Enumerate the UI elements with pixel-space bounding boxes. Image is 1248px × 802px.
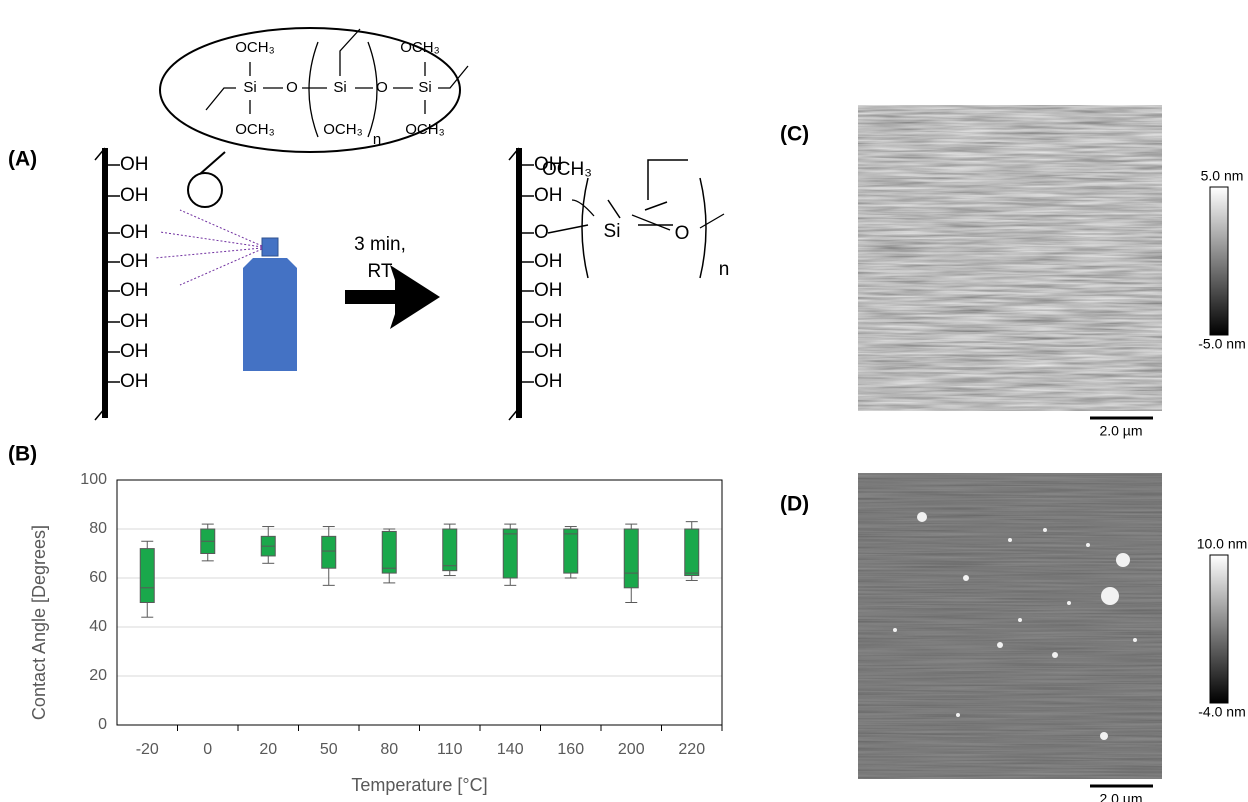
x-tick-label: 220 — [678, 741, 705, 758]
label: OCH₃ — [400, 39, 439, 56]
label: RT — [368, 261, 393, 282]
label: OCH₃ — [542, 159, 592, 180]
label: OH — [120, 341, 149, 362]
y-axis-title: Contact Angle [Degrees] — [29, 525, 49, 720]
panel-label: (D) — [780, 493, 809, 516]
x-tick-label: 0 — [203, 741, 212, 758]
colorbar-max: 10.0 nm — [1197, 536, 1248, 552]
y-tick-label: 100 — [80, 471, 107, 488]
label: O — [675, 223, 690, 244]
label: Si — [604, 221, 621, 242]
label: O — [534, 222, 549, 243]
label: OH — [534, 341, 563, 362]
label: OH — [534, 154, 563, 175]
particle — [1052, 652, 1058, 658]
label: Si — [333, 79, 346, 96]
particle — [1018, 618, 1022, 622]
y-tick-label: 60 — [89, 569, 107, 586]
panel-label: (C) — [780, 123, 809, 146]
particle — [1101, 587, 1119, 605]
y-tick-label: 0 — [98, 716, 107, 733]
scheme-graphics — [94, 27, 725, 421]
particle — [963, 575, 969, 581]
scale-bar-label: 2.0 µm — [1099, 423, 1142, 439]
box — [442, 528, 458, 572]
label: O — [376, 79, 388, 96]
y-tick-label: 40 — [89, 618, 107, 635]
spray-bottle — [154, 209, 297, 371]
box — [321, 535, 337, 569]
particle — [956, 713, 960, 717]
label: OH — [120, 222, 149, 243]
label: 3 min, — [354, 234, 406, 255]
label: OH — [534, 185, 563, 206]
x-tick-label: 200 — [618, 741, 645, 758]
label: Si — [418, 79, 431, 96]
box — [381, 530, 397, 574]
particle — [1133, 638, 1137, 642]
label: OCH₃ — [323, 121, 362, 138]
y-tick-label: 80 — [89, 520, 107, 537]
label: OH — [534, 251, 563, 272]
x-tick-label: -20 — [136, 741, 159, 758]
box — [684, 528, 700, 577]
x-tick-label: 50 — [320, 741, 338, 758]
x-tick-label: 160 — [557, 741, 584, 758]
scale-bar-label: 2.0 µm — [1099, 791, 1142, 802]
x-tick-label: 110 — [437, 741, 463, 758]
label: n — [719, 259, 730, 280]
box — [623, 528, 639, 589]
reaction-arrow — [345, 265, 440, 329]
label: OH — [120, 311, 149, 332]
box — [563, 528, 579, 574]
colorbar — [1209, 554, 1229, 704]
label: OCH₃ — [235, 121, 274, 138]
colorbar-min: -5.0 nm — [1198, 336, 1245, 352]
particle — [1008, 538, 1012, 542]
label: OH — [120, 280, 149, 301]
label: OH — [534, 280, 563, 301]
particle — [1067, 601, 1071, 605]
label: Si — [243, 79, 256, 96]
x-axis-title: Temperature [°C] — [351, 775, 487, 795]
colorbar — [1209, 186, 1229, 336]
label: OH — [534, 371, 563, 392]
label: OH — [120, 185, 149, 206]
label: OCH₃ — [235, 39, 274, 56]
panel-label: (B) — [8, 443, 37, 466]
particle — [1116, 553, 1130, 567]
box — [139, 548, 155, 603]
x-tick-label: 140 — [497, 741, 524, 758]
particle — [1086, 543, 1090, 547]
particle — [917, 512, 927, 522]
label: n — [373, 131, 381, 148]
particle — [997, 642, 1003, 648]
colorbar-min: -4.0 nm — [1198, 704, 1245, 720]
colorbar-max: 5.0 nm — [1201, 168, 1244, 184]
afm-image — [858, 473, 1162, 779]
x-tick-label: 20 — [259, 741, 277, 758]
label: O — [286, 79, 298, 96]
particle — [1043, 528, 1047, 532]
box — [502, 528, 518, 579]
panel-label: (A) — [8, 148, 37, 171]
label: OH — [120, 371, 149, 392]
y-tick-label: 20 — [89, 667, 107, 684]
label: OH — [120, 251, 149, 272]
label: OCH₃ — [405, 121, 444, 138]
particle — [893, 628, 897, 632]
particle — [1100, 732, 1108, 740]
label: OH — [534, 311, 563, 332]
afm-image — [858, 105, 1162, 411]
x-tick-label: 80 — [380, 741, 398, 758]
label: OH — [120, 154, 149, 175]
